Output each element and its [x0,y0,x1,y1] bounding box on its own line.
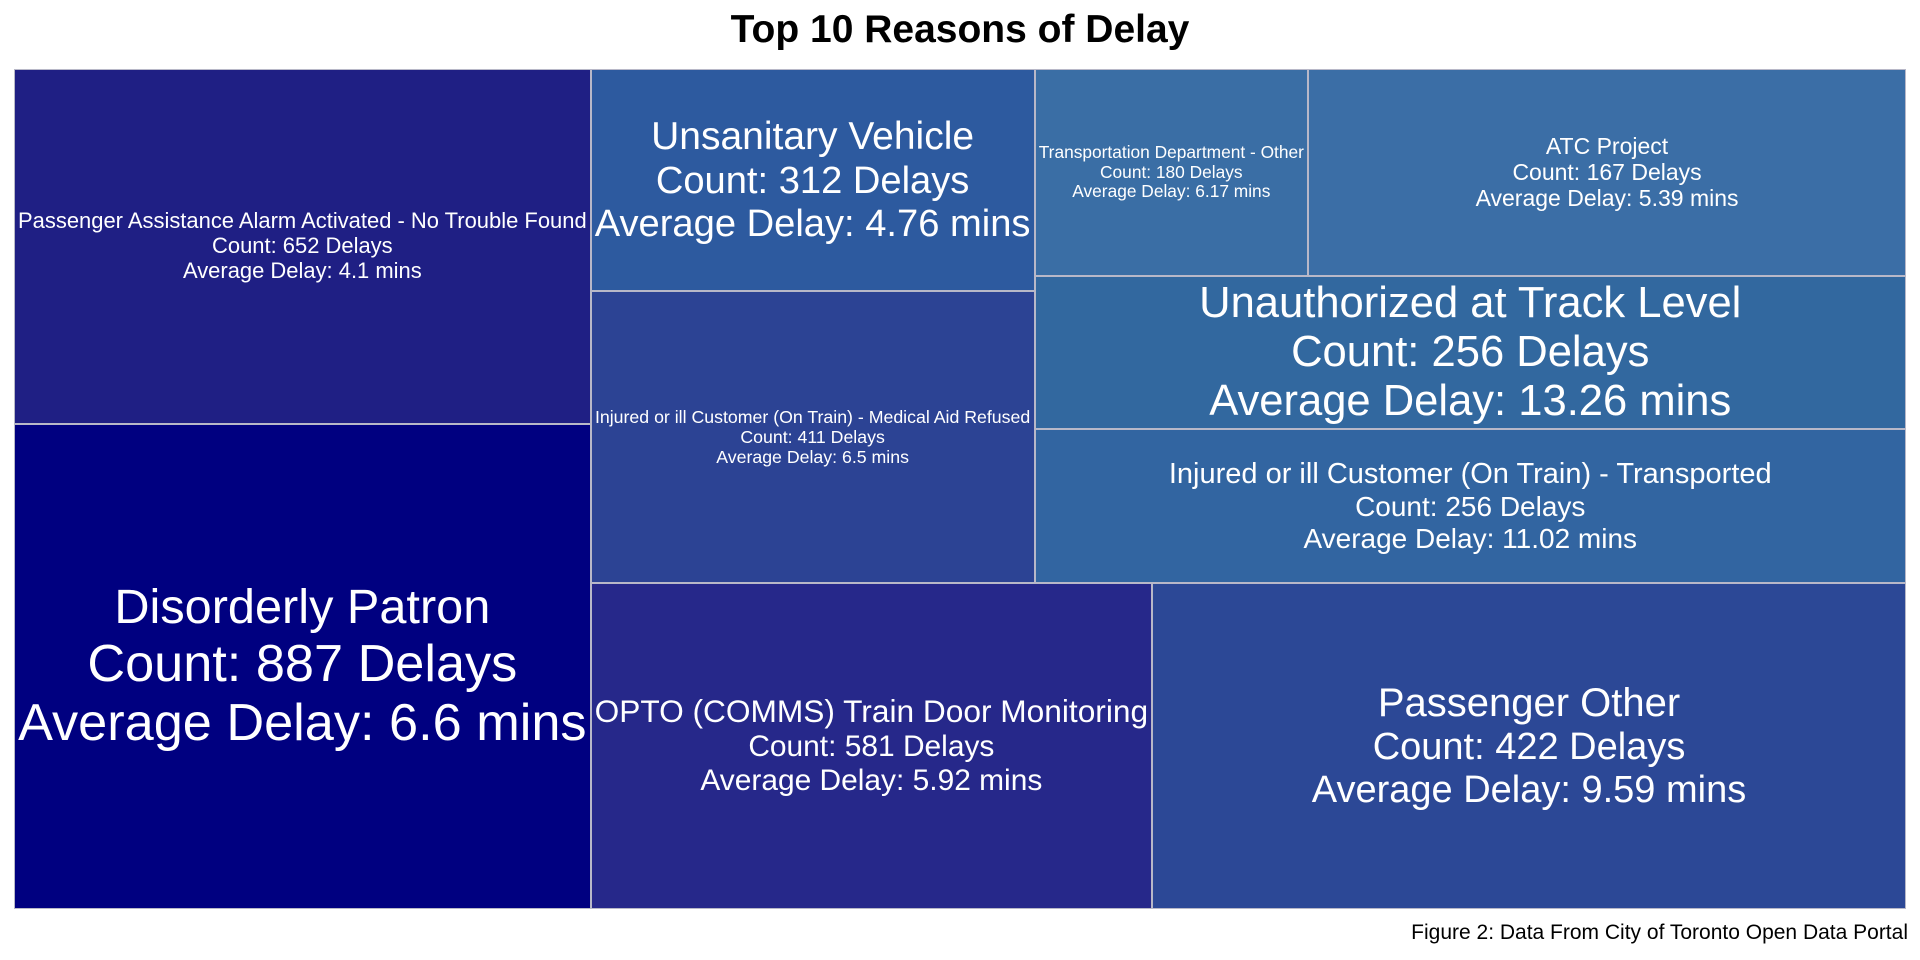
treemap-tile: Injured or ill Customer (On Train) - Tra… [1034,429,1906,584]
treemap-tile: Unauthorized at Track Level Count: 256 De… [1034,275,1906,430]
tile-label: Disorderly Patron Count: 887 Delays Averag… [18,580,586,753]
tile-name: Passenger Assistance Alarm Activated - N… [18,208,587,234]
tile-label: OPTO (COMMS) Train Door Monitoring Count:… [595,694,1149,797]
tile-label: ATC Project Count: 167 Delays Average Dela… [1476,133,1739,211]
tile-average-delay: Average Delay: 13.26 mins [1209,377,1732,426]
tile-name: Injured or ill Customer (On Train) - Med… [594,406,1031,427]
tile-count: Count: 422 Delays [1372,725,1686,768]
tile-name: Transportation Department - Other [1038,141,1304,162]
tile-name: Unsanitary Vehicle [651,114,975,158]
tile-count: Count: 411 Delays [740,426,885,447]
tile-average-delay: Average Delay: 11.02 mins [1303,522,1638,554]
tile-average-delay: Average Delay: 6.5 mins [716,446,909,467]
tile-count: Count: 887 Delays [87,635,518,694]
tile-name: Unauthorized at Track Level [1199,278,1742,327]
tile-count: Count: 581 Delays [748,730,995,764]
tile-average-delay: Average Delay: 6.17 mins [1072,181,1271,202]
chart-title: Top 10 Reasons of Delay [730,8,1190,51]
tile-name: ATC Project [1545,133,1669,160]
tile-average-delay: Average Delay: 4.1 mins [182,258,422,284]
tile-count: Count: 167 Delays [1512,159,1702,186]
tile-count: Count: 180 Delays [1100,161,1243,182]
treemap-tile: Disorderly Patron Count: 887 Delays Averag… [14,424,591,909]
tile-name: Injured or ill Customer (On Train) - Tra… [1168,458,1772,491]
tile-name: OPTO (COMMS) Train Door Monitoring [594,693,1149,730]
treemap-tile: OPTO (COMMS) Train Door Monitoring Count:… [590,583,1153,909]
tile-label: Unsanitary Vehicle Count: 312 Delays Avera… [595,115,1031,245]
tile-average-delay: Average Delay: 4.76 mins [594,201,1031,245]
tile-average-delay: Average Delay: 9.59 mins [1311,768,1747,811]
tile-count: Count: 256 Delays [1291,327,1650,376]
tile-label: Transportation Department - Other Count: … [1038,141,1304,202]
tile-count: Count: 256 Delays [1355,490,1586,522]
treemap-tile: Injured or ill Customer (On Train) - Med… [590,290,1035,584]
tile-average-delay: Average Delay: 5.92 mins [700,763,1043,797]
tile-average-delay: Average Delay: 5.39 mins [1475,185,1739,212]
tile-average-delay: Average Delay: 6.6 mins [18,694,587,753]
tile-count: Count: 652 Delays [212,233,393,259]
treemap-tile: Passenger Assistance Alarm Activated - N… [14,69,591,425]
tile-label: Injured or ill Customer (On Train) - Med… [595,407,1030,467]
tile-name: Disorderly Patron [114,580,491,635]
treemap-tile: Passenger Other Count: 422 Delays Average … [1152,583,1906,909]
tile-label: Injured or ill Customer (On Train) - Tra… [1169,458,1772,554]
tile-count: Count: 312 Delays [655,158,970,202]
treemap-tile: Unsanitary Vehicle Count: 312 Delays Avera… [590,69,1035,291]
tile-label: Passenger Assistance Alarm Activated - N… [18,209,587,283]
treemap-tile: Transportation Department - Other Count: … [1034,69,1309,276]
tile-name: Passenger Other [1377,680,1681,725]
tile-label: Passenger Other Count: 422 Delays Average … [1312,681,1746,812]
treemap-tile: ATC Project Count: 167 Delays Average Dela… [1308,69,1906,276]
chart-caption: Figure 2: Data From City of Toronto Open… [1411,921,1908,944]
tile-label: Unauthorized at Track Level Count: 256 De… [1199,279,1741,427]
